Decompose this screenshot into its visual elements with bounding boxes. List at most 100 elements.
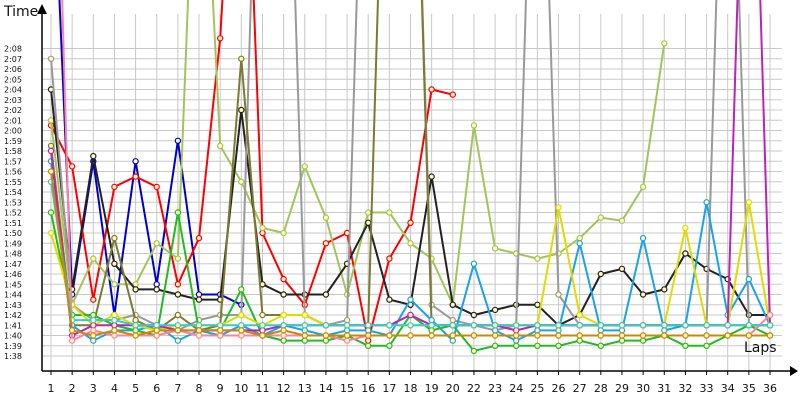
data-point <box>174 322 182 329</box>
data-point <box>47 55 55 63</box>
x-tick-label: 22 <box>467 382 481 395</box>
data-point <box>365 342 372 349</box>
x-tick-label: 34 <box>721 382 735 395</box>
data-point <box>534 301 541 308</box>
data-point <box>280 311 287 319</box>
data-point <box>111 316 118 324</box>
data-point <box>132 316 139 324</box>
data-point <box>153 286 160 293</box>
data-point <box>301 327 308 334</box>
data-point <box>238 332 245 339</box>
data-point <box>491 327 499 334</box>
data-point <box>513 337 520 344</box>
data-point <box>174 291 182 298</box>
y-tick-label: 1:49 <box>4 239 22 248</box>
y-tick-label: 2:03 <box>4 96 22 105</box>
data-point <box>513 342 520 349</box>
series-2 <box>47 0 456 344</box>
data-point <box>301 337 308 344</box>
data-point <box>90 311 97 319</box>
data-point <box>745 332 753 339</box>
data-point <box>111 311 118 319</box>
data-point <box>280 327 287 334</box>
data-point <box>555 322 562 329</box>
data-point <box>618 322 626 329</box>
data-point <box>682 342 689 349</box>
data-point <box>153 281 160 288</box>
data-point <box>491 342 499 349</box>
data-point <box>153 322 160 329</box>
x-tick-label: 32 <box>678 382 692 395</box>
data-point <box>428 327 435 334</box>
data-point <box>90 332 97 339</box>
data-point <box>301 322 308 329</box>
data-point <box>386 322 393 329</box>
gridlines <box>42 14 782 371</box>
x-tick-label: 33 <box>700 382 714 395</box>
data-point <box>111 234 118 242</box>
data-point <box>428 316 435 324</box>
data-point <box>766 332 774 339</box>
data-point <box>639 291 647 298</box>
y-tick-label: 1:52 <box>4 209 22 218</box>
data-point <box>576 311 583 319</box>
data-point <box>365 209 372 216</box>
y-axis-arrow-icon <box>37 4 47 14</box>
data-point <box>618 332 626 339</box>
data-point <box>280 337 287 344</box>
data-point <box>90 296 97 303</box>
data-point <box>576 240 583 247</box>
data-point <box>343 322 351 329</box>
data-point <box>238 106 245 114</box>
x-axis-arrow-icon <box>790 366 798 376</box>
data-point <box>365 337 372 344</box>
data-point <box>407 296 414 303</box>
data-point <box>111 332 118 339</box>
data-point <box>618 327 626 334</box>
data-point <box>407 322 414 329</box>
data-point <box>343 332 351 339</box>
data-point <box>703 199 710 206</box>
data-point <box>174 137 182 144</box>
y-tick-label: 2:04 <box>4 86 22 95</box>
data-point <box>766 311 774 319</box>
data-point <box>470 322 478 329</box>
data-point <box>259 311 266 319</box>
data-point <box>238 327 245 334</box>
data-point <box>259 224 266 232</box>
data-point <box>597 322 605 329</box>
data-point <box>322 214 330 221</box>
data-point <box>724 322 731 329</box>
tick-labels: 1:381:391:40 1:411:421:431:44 1:451:461:47… <box>4 45 777 396</box>
data-point <box>68 327 76 334</box>
data-point <box>555 332 562 339</box>
data-point <box>428 332 435 339</box>
data-point <box>259 229 266 237</box>
data-point <box>639 322 647 329</box>
data-point <box>618 265 626 273</box>
data-point <box>534 332 541 339</box>
data-point <box>470 347 478 355</box>
y-tick-label: 1:42 <box>4 311 22 320</box>
data-point <box>555 342 562 349</box>
data-point <box>534 327 541 334</box>
data-point <box>576 234 583 242</box>
x-tick-label: 9 <box>217 382 224 395</box>
x-tick-label: 15 <box>340 382 354 395</box>
data-point <box>238 178 245 185</box>
data-point <box>661 40 668 47</box>
data-point <box>68 337 76 344</box>
data-point <box>195 332 203 339</box>
data-point <box>216 35 224 42</box>
data-point <box>428 86 435 93</box>
data-point <box>386 342 393 349</box>
x-tick-label: 7 <box>174 382 181 395</box>
data-point <box>682 250 689 257</box>
data-point <box>322 322 330 329</box>
data-point <box>195 234 203 242</box>
x-tick-label: 4 <box>111 382 118 395</box>
data-point <box>90 255 97 262</box>
data-point <box>47 142 55 150</box>
data-point <box>555 327 562 334</box>
